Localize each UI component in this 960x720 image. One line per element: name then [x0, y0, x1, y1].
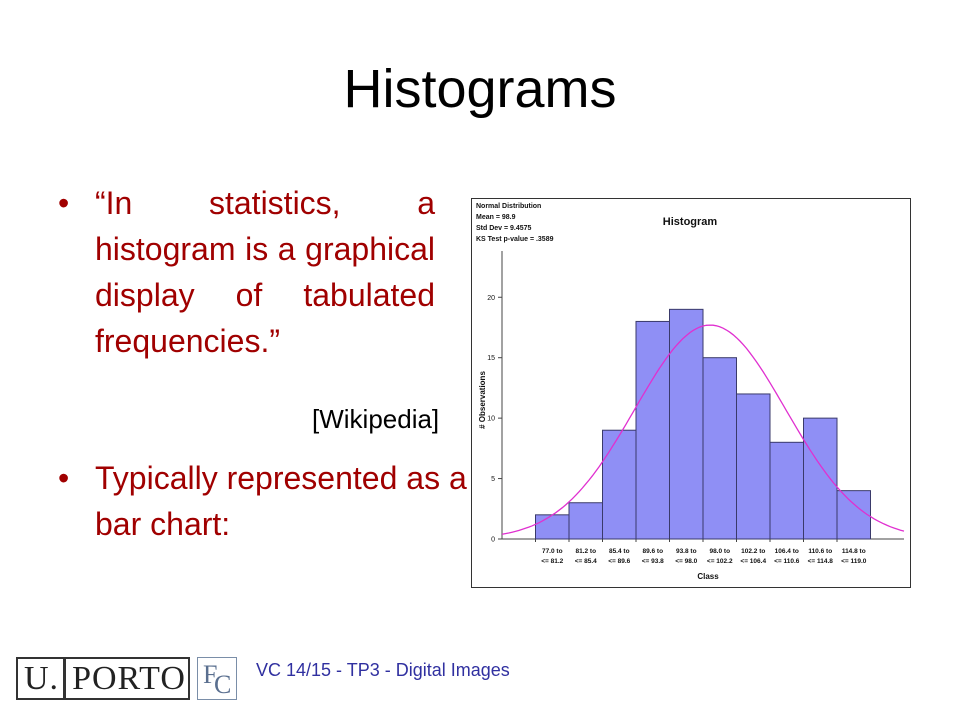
histogram-bar — [535, 514, 570, 540]
x-tick-label: 89.6 to — [642, 548, 663, 555]
y-axis-label: # Observations — [478, 371, 487, 429]
chart-title: Histogram — [663, 216, 718, 228]
stats-line: Normal Distribution — [476, 203, 541, 210]
histogram-bar — [702, 357, 737, 540]
x-tick-label: 77.0 to — [542, 548, 563, 555]
x-tick-label: 106.4 to — [775, 548, 799, 555]
x-tick-label: 114.8 to — [842, 548, 866, 555]
x-tick-label: <= 119.0 — [841, 558, 867, 565]
histogram-bar — [635, 320, 670, 540]
histogram-bar — [669, 308, 704, 540]
fc-logo-c: C — [214, 670, 232, 699]
x-tick-label: <= 93.8 — [642, 558, 664, 565]
bullet-text: Typically represented as a bar chart: — [95, 460, 467, 542]
x-tick-label: <= 98.0 — [675, 558, 697, 565]
histogram-bar — [836, 490, 871, 540]
x-tick-label: <= 106.4 — [740, 558, 766, 565]
y-tick-label: 20 — [487, 295, 495, 302]
x-tick-label: <= 114.8 — [808, 558, 834, 565]
x-tick-label: 102.2 to — [741, 548, 765, 555]
bullet-text: “In statistics, a histogram is a graphic… — [95, 185, 435, 359]
fc-logo: F C — [197, 657, 237, 700]
x-tick-label: 110.6 to — [808, 548, 832, 555]
y-tick-label: 15 — [487, 355, 495, 362]
x-tick-label: 81.2 to — [575, 548, 596, 555]
fc-logo-f: F — [203, 660, 218, 689]
histogram-bar — [736, 393, 771, 540]
stats-line: KS Test p-value = .3589 — [476, 236, 554, 243]
bullet-marker: • — [58, 185, 70, 221]
histogram-bar — [602, 429, 637, 540]
y-tick-label: 5 — [491, 476, 495, 483]
bullet-marker: • — [58, 460, 70, 496]
stats-line: Std Dev = 9.4575 — [476, 225, 532, 232]
logo-divider — [63, 657, 67, 700]
logo-porto-text: PORTO — [72, 659, 186, 697]
x-tick-label: 93.8 to — [676, 548, 697, 555]
histogram-bar — [769, 441, 804, 540]
normal-curve — [501, 324, 905, 535]
x-tick-label: <= 81.2 — [541, 558, 563, 565]
x-axis-label: Class — [697, 572, 719, 581]
x-tick-label: <= 110.6 — [774, 558, 800, 565]
x-tick-label: <= 102.2 — [707, 558, 733, 565]
stats-line: Mean = 98.9 — [476, 214, 516, 221]
y-tick-label: 0 — [491, 537, 495, 544]
logo-u-text: U. — [24, 659, 60, 697]
histogram-svg: Normal Distribution Mean = 98.9 Std Dev = … — [476, 203, 905, 581]
footer-text: VC 14/15 - TP3 - Digital Images — [256, 660, 510, 680]
x-tick-label: 98.0 to — [709, 548, 730, 555]
y-tick-label: 10 — [487, 416, 495, 423]
uporto-logo: U. PORTO — [16, 657, 190, 700]
x-tick-label: <= 89.6 — [608, 558, 630, 565]
x-tick-label: 85.4 to — [609, 548, 630, 555]
slide-title: Histograms — [343, 59, 617, 119]
histogram-bar — [803, 417, 838, 540]
citation: [Wikipedia] — [312, 404, 440, 434]
histogram-chart: Normal Distribution Mean = 98.9 Std Dev = … — [471, 198, 911, 588]
x-tick-label: <= 85.4 — [575, 558, 597, 565]
histogram-bar — [568, 502, 603, 540]
